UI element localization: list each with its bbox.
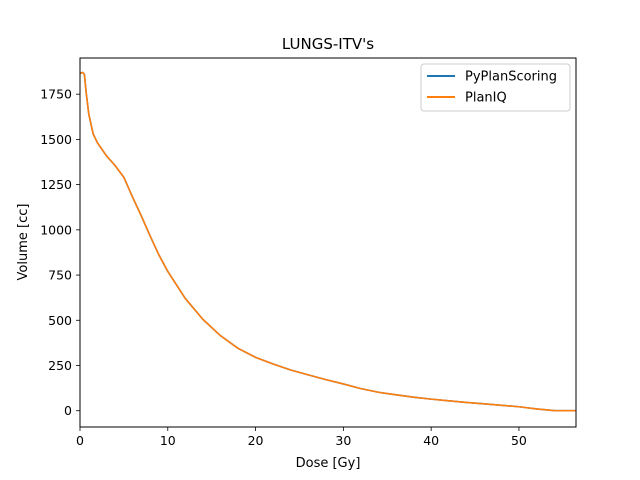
x-tick-label: 0: [76, 433, 84, 448]
y-tick-label: 1750: [40, 87, 72, 102]
legend-label-pyplanscoring: PyPlanScoring: [465, 70, 557, 85]
y-axis-ticks: 0 250 500 750 1000 1250 1500 1750: [40, 87, 80, 418]
legend: PyPlanScoring PlanIQ: [420, 63, 571, 112]
y-tick-label: 1250: [40, 177, 72, 192]
y-axis-label: Volume [cc]: [16, 204, 31, 281]
x-tick-label: 50: [511, 433, 527, 448]
x-axis-ticks: 0 10 20 30 40 50: [76, 427, 527, 448]
y-tick-label: 0: [64, 403, 72, 418]
series-line-planiq: [79, 71, 576, 412]
y-tick-label: 500: [48, 313, 72, 328]
y-tick-label: 250: [48, 358, 72, 373]
legend-box: [420, 63, 571, 112]
chart-title: LUNGS-ITV's: [282, 35, 374, 53]
x-tick-label: 30: [335, 433, 351, 448]
x-tick-label: 20: [248, 433, 264, 448]
x-tick-label: 10: [160, 433, 176, 448]
plot-area: [79, 71, 576, 412]
y-tick-label: 1500: [40, 132, 72, 147]
legend-label-planiq: PlanIQ: [465, 91, 507, 106]
y-tick-label: 750: [48, 268, 72, 283]
x-axis-label: Dose [Gy]: [296, 456, 361, 471]
plot-frame: [79, 57, 577, 428]
x-tick-label: 40: [423, 433, 439, 448]
y-tick-label: 1000: [40, 222, 72, 237]
series-line-pyplanscoring: [79, 71, 576, 412]
